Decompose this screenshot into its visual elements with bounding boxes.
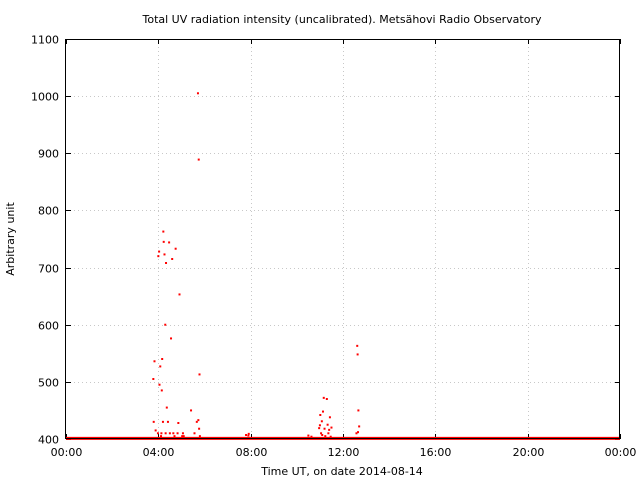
x-tick-label: 08:00	[236, 446, 268, 459]
data-point	[310, 435, 313, 438]
data-point	[152, 378, 155, 380]
data-point	[158, 383, 161, 386]
x-tick-label: 00:00	[51, 446, 83, 459]
data-point	[198, 373, 201, 376]
data-point	[159, 365, 162, 368]
data-point	[198, 427, 201, 430]
data-point	[176, 432, 179, 435]
data-point	[161, 358, 164, 360]
data-point	[321, 434, 324, 436]
x-tick-label: 12:00	[328, 446, 360, 459]
data-point	[173, 435, 176, 438]
data-point	[329, 435, 332, 438]
data-point	[152, 420, 155, 423]
data-point	[307, 434, 310, 437]
data-point	[322, 396, 325, 399]
data-point	[197, 419, 200, 422]
y-tick-label: 500	[38, 377, 59, 390]
data-point	[327, 432, 330, 435]
data-point	[357, 409, 360, 412]
data-point	[330, 426, 333, 429]
data-point	[162, 240, 165, 243]
data-point	[174, 247, 177, 250]
data-point	[358, 425, 361, 428]
data-points	[66, 92, 620, 440]
y-tick-label: 400	[38, 434, 59, 447]
data-point	[181, 432, 184, 435]
data-point	[326, 423, 329, 426]
data-point	[318, 424, 321, 427]
data-point	[154, 429, 157, 432]
data-point	[156, 432, 159, 435]
data-point	[195, 420, 198, 423]
data-point	[197, 158, 200, 161]
data-point	[168, 432, 171, 435]
data-point	[157, 255, 160, 258]
data-point	[320, 432, 323, 435]
data-point	[153, 360, 156, 363]
y-tick-label: 600	[38, 320, 59, 333]
data-point	[325, 398, 328, 400]
data-point	[160, 389, 163, 392]
data-point	[357, 431, 360, 434]
data-point	[355, 432, 358, 435]
x-axis-label: Time UT, on date 2014-08-14	[260, 465, 423, 478]
x-tick-labels: 00:00 04:00 08:00 12:00 16:00 20:00 00:00	[51, 446, 637, 459]
data-point	[162, 230, 165, 233]
data-point	[320, 420, 323, 423]
y-tick-label: 1000	[31, 91, 59, 104]
chart-title: Total UV radiation intensity (uncalibrat…	[142, 13, 542, 26]
data-point	[328, 428, 331, 431]
data-point	[324, 435, 327, 438]
y-axis-label: Arbitrary unit	[4, 202, 17, 276]
data-point	[172, 432, 175, 435]
data-point	[177, 422, 180, 424]
data-point	[190, 409, 193, 412]
plot-frame	[65, 39, 620, 439]
y-tick-label: 800	[38, 205, 59, 218]
data-point	[178, 293, 181, 296]
data-point	[323, 427, 326, 430]
data-point	[247, 432, 250, 435]
data-point	[356, 344, 359, 347]
data-point	[158, 250, 161, 253]
data-point	[168, 241, 171, 244]
x-tick-label: 04:00	[143, 446, 175, 459]
data-point	[356, 353, 359, 356]
gridlines	[66, 39, 620, 439]
y-tick-label: 900	[38, 148, 59, 161]
data-point	[163, 253, 166, 256]
data-point	[170, 337, 173, 340]
data-point	[165, 406, 168, 409]
y-tick-label: 700	[38, 263, 59, 276]
x-tick-label: 16:00	[420, 446, 452, 459]
data-point	[321, 410, 324, 413]
data-point	[193, 432, 196, 435]
data-point	[160, 432, 163, 435]
data-point	[328, 416, 331, 419]
data-point	[319, 414, 322, 416]
data-point	[247, 434, 250, 437]
data-point	[245, 434, 248, 436]
data-point	[161, 420, 164, 423]
x-tick-label: 00:00	[605, 446, 637, 459]
data-point	[196, 92, 199, 95]
data-point	[318, 427, 321, 430]
y-tick-labels: 400 500 600 700 800 900 1000 1100	[31, 34, 59, 447]
data-point	[198, 435, 201, 438]
data-point	[164, 323, 167, 326]
x-tick-label: 20:00	[513, 446, 545, 459]
y-tick-label: 1100	[31, 34, 59, 47]
data-point	[182, 435, 185, 438]
data-point	[181, 435, 184, 438]
data-point	[171, 258, 174, 260]
data-point	[160, 435, 163, 438]
data-point	[166, 420, 169, 423]
data-point	[165, 262, 168, 264]
data-point	[164, 432, 167, 435]
